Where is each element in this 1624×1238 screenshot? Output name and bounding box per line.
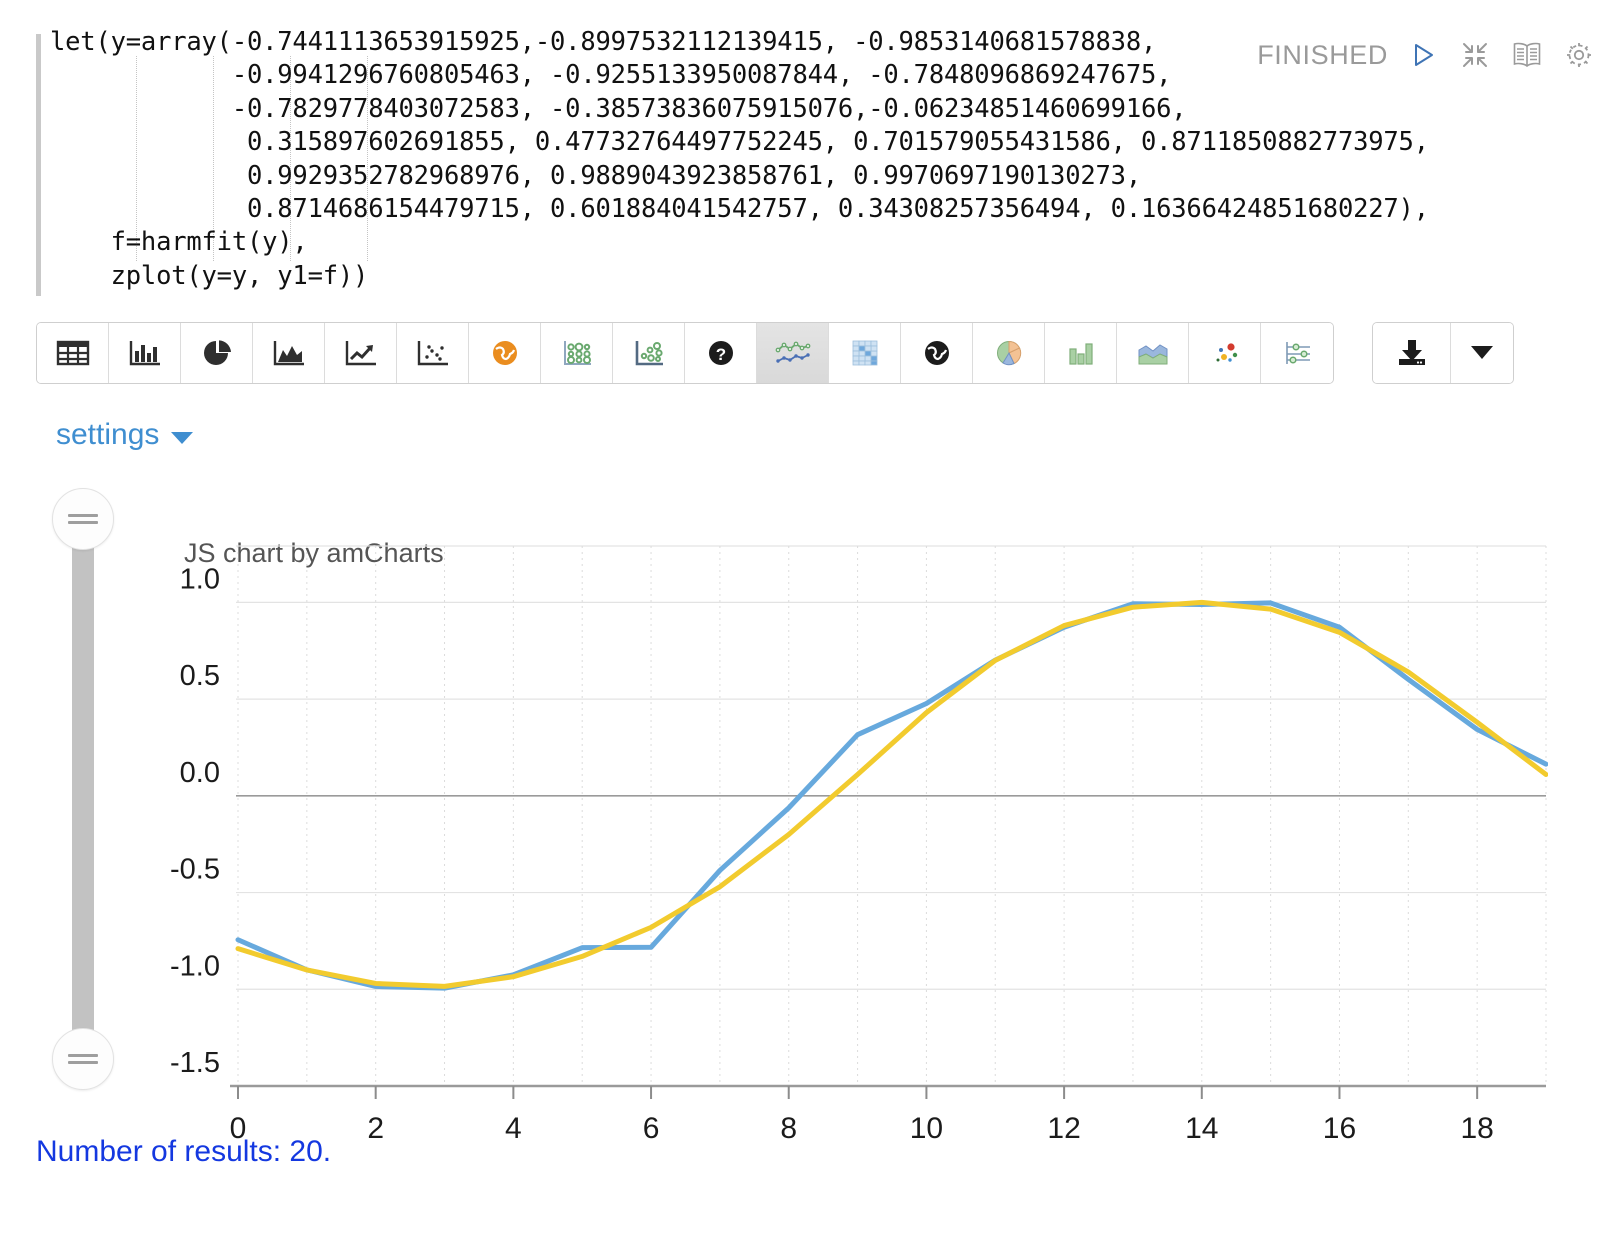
svg-text:14: 14: [1185, 1112, 1218, 1145]
vertical-scrollbar[interactable]: [50, 488, 116, 1090]
settings-label: settings: [56, 418, 160, 451]
grip-lines-icon: [68, 510, 98, 528]
svg-text:1.0: 1.0: [180, 563, 220, 595]
chart-title: JS chart by amCharts: [184, 538, 444, 568]
dot-cloud-icon[interactable]: [1189, 323, 1261, 383]
execution-status: FINISHED: [1257, 39, 1388, 70]
svg-text:8: 8: [780, 1112, 797, 1145]
book-icon[interactable]: [1510, 38, 1544, 72]
collapse-icon[interactable]: [1458, 38, 1492, 72]
settings-toggle[interactable]: settings: [56, 418, 194, 452]
grip-lines-icon: [68, 1050, 98, 1068]
status-bar: FINISHED: [1257, 38, 1596, 72]
svg-text:0: 0: [230, 1112, 247, 1145]
scatter-plot-icon[interactable]: [397, 323, 469, 383]
stacked-area-icon[interactable]: [1117, 323, 1189, 383]
plot-area[interactable]: JS chart by amCharts 1.0 0.5 0.0 -0.5 -1.0 -1…: [128, 514, 1548, 1145]
svg-text:12: 12: [1047, 1112, 1080, 1145]
code-editor[interactable]: let(y=array(-0.7441113653915925,-0.89975…: [36, 26, 1556, 304]
multi-line-chart-icon[interactable]: [757, 323, 829, 383]
help-icon[interactable]: ?: [685, 323, 757, 383]
svg-text:10: 10: [910, 1112, 943, 1145]
chart-type-group: ?: [36, 322, 1334, 384]
chart-container: JS chart by amCharts 1.0 0.5 0.0 -0.5 -1.0 -1…: [50, 488, 1550, 1145]
table-icon[interactable]: [37, 323, 109, 383]
parallel-coords-icon[interactable]: [1261, 323, 1333, 383]
globe-dark-icon[interactable]: [901, 323, 973, 383]
pie-chart-color-icon[interactable]: [973, 323, 1045, 383]
scrollbar-grip-top[interactable]: [52, 488, 114, 550]
line-chart-icon[interactable]: [325, 323, 397, 383]
area-chart-icon[interactable]: [253, 323, 325, 383]
svg-text:0.0: 0.0: [180, 757, 220, 789]
globe-orange-icon[interactable]: [469, 323, 541, 383]
column-chart-icon[interactable]: [1045, 323, 1117, 383]
editor-gutter: [36, 34, 41, 296]
chart-type-toolbar: ?: [36, 322, 1514, 384]
gear-icon[interactable]: [1562, 38, 1596, 72]
scrollbar-grip-bottom[interactable]: [52, 1028, 114, 1090]
download-icon[interactable]: [1373, 323, 1451, 383]
svg-text:2: 2: [367, 1112, 384, 1145]
matrix-grid-icon[interactable]: [829, 323, 901, 383]
scrollbar-track[interactable]: [72, 514, 94, 1060]
results-count: Number of results: 20.: [36, 1135, 332, 1168]
svg-text:-1.0: -1.0: [170, 950, 220, 982]
code-text[interactable]: let(y=array(-0.7441113653915925,-0.89975…: [50, 27, 1429, 291]
chevron-down-icon: [171, 431, 194, 444]
bubble-grid-icon[interactable]: [541, 323, 613, 383]
svg-text:?: ?: [715, 345, 725, 364]
svg-text:0.5: 0.5: [180, 660, 220, 692]
chevron-down-icon[interactable]: [1451, 323, 1513, 383]
svg-text:18: 18: [1460, 1112, 1493, 1145]
download-group: [1372, 322, 1514, 384]
svg-text:6: 6: [643, 1112, 660, 1145]
svg-text:4: 4: [505, 1112, 522, 1145]
bubble-scatter-icon[interactable]: [613, 323, 685, 383]
svg-text:-1.5: -1.5: [170, 1047, 220, 1079]
svg-text:-0.5: -0.5: [170, 854, 220, 886]
run-icon[interactable]: [1406, 38, 1440, 72]
line-chart-svg: 1.0 0.5 0.0 -0.5 -1.0 -1.5 0 2 4 6 8 10 12 14 16 18: [170, 545, 1548, 1145]
bar-chart-icon[interactable]: [109, 323, 181, 383]
svg-text:16: 16: [1323, 1112, 1356, 1145]
pie-chart-icon[interactable]: [181, 323, 253, 383]
